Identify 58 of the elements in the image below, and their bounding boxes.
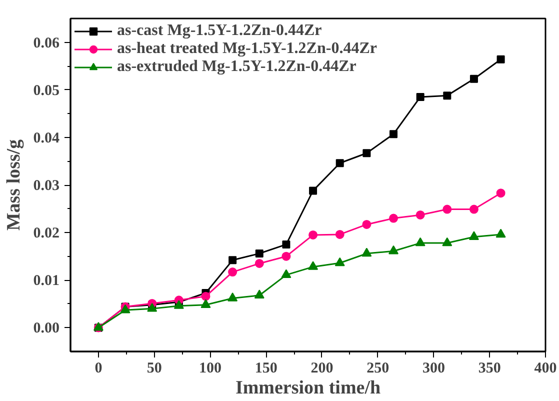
legend-label: as-extruded Mg-1.5Y-1.2Zn-0.44Zr <box>117 58 356 76</box>
x-tick-label: 250 <box>366 360 390 376</box>
x-tick-label: 400 <box>534 360 557 376</box>
point <box>336 159 344 168</box>
point <box>255 250 264 258</box>
point <box>228 256 237 264</box>
point <box>282 252 291 261</box>
point <box>470 74 478 83</box>
x-tick-label: 50 <box>146 360 162 376</box>
point <box>147 302 158 312</box>
point <box>334 257 345 266</box>
point <box>468 231 479 240</box>
point <box>389 214 398 223</box>
point <box>496 188 506 198</box>
point <box>415 237 426 246</box>
point <box>200 299 211 308</box>
point <box>443 92 452 100</box>
point <box>388 245 398 254</box>
point <box>174 300 184 309</box>
y-tick-label: 0.06 <box>33 35 60 52</box>
point <box>416 92 424 101</box>
point <box>390 130 398 138</box>
point <box>228 292 238 302</box>
y-tick-label: 0.00 <box>33 320 60 337</box>
point <box>282 240 290 248</box>
y-tick-label: 0.04 <box>33 130 60 146</box>
y-tick-label: 0.01 <box>33 273 60 290</box>
point <box>416 210 425 220</box>
x-axis-title: Immersion time/h <box>235 378 381 398</box>
point <box>469 204 478 214</box>
point <box>496 55 505 64</box>
point <box>362 248 372 257</box>
x-tick-label: 200 <box>310 360 334 376</box>
point <box>496 228 506 238</box>
point <box>308 230 318 240</box>
x-tick-label: 0 <box>94 360 102 376</box>
point <box>254 290 264 298</box>
y-tick-label: 0.03 <box>33 178 60 194</box>
point <box>281 269 292 278</box>
point <box>362 149 371 158</box>
point <box>228 268 238 277</box>
point <box>362 220 372 229</box>
y-axis-title: Mass loss/g <box>3 138 24 231</box>
x-tick-label: 350 <box>478 360 501 376</box>
y-tick-label: 0.02 <box>33 226 60 242</box>
point <box>309 186 318 195</box>
point <box>442 204 452 214</box>
point <box>335 230 344 239</box>
point <box>308 261 318 270</box>
legend-label: as-heat treated Mg-1.5Y-1.2Zn-0.44Zr <box>117 40 377 58</box>
point <box>442 237 452 246</box>
point <box>201 292 210 301</box>
x-tick-label: 300 <box>422 360 445 376</box>
y-tick-label: 0.05 <box>33 82 60 99</box>
x-tick-label: 100 <box>198 360 222 376</box>
x-tick-label: 150 <box>254 360 278 376</box>
point <box>254 259 264 268</box>
legend-label: as-cast Mg-1.5Y-1.2Zn-0.44Zr <box>117 22 322 40</box>
